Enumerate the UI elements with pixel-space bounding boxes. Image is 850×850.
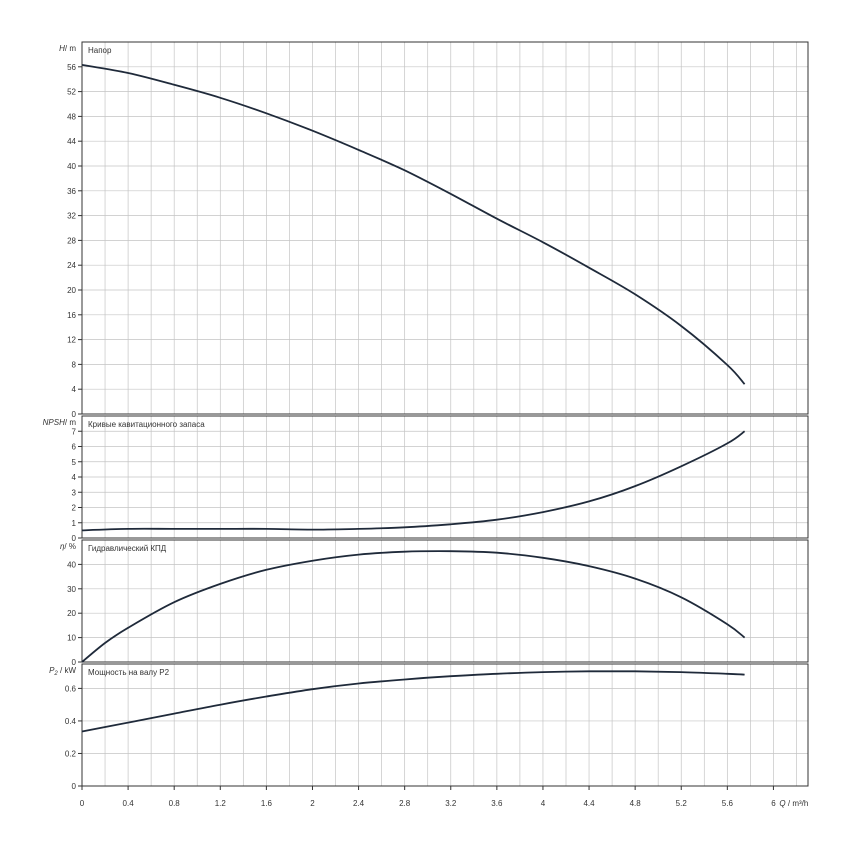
x-tick-label: 1.6 bbox=[261, 799, 273, 808]
y-tick-label: 36 bbox=[67, 187, 76, 196]
x-tick-label: 2.8 bbox=[399, 799, 411, 808]
y-axis-label: NPSH/ m bbox=[43, 418, 77, 427]
y-tick-label: 0.4 bbox=[65, 717, 77, 726]
y-axis-subscript: 2 bbox=[53, 671, 58, 677]
y-tick-label: 16 bbox=[67, 311, 76, 320]
x-tick-label: 6 bbox=[771, 799, 776, 808]
x-tick-label: 4.4 bbox=[583, 799, 595, 808]
x-axis: 0 0.4 0.8 1.2 1.6 2 2.4 2.8 3.2 3.6 4 4.4 4.8 5.2 5.6 6… bbox=[80, 786, 808, 808]
x-axis-symbol: Q bbox=[779, 799, 785, 808]
y-tick-label: 4 bbox=[72, 385, 77, 394]
y-tick-label: 0 bbox=[72, 410, 77, 419]
y-axis-symbol: H bbox=[59, 44, 65, 53]
x-tick-label: 3.2 bbox=[445, 799, 457, 808]
y-tick-label: 6 bbox=[72, 443, 77, 452]
y-tick-label: 2 bbox=[72, 504, 77, 513]
x-tick-label: 0 bbox=[80, 799, 85, 808]
x-tick-label: 5.2 bbox=[676, 799, 688, 808]
panel-frame bbox=[81, 539, 809, 663]
x-tick-label: 1.2 bbox=[215, 799, 227, 808]
x-tick-label: 2.4 bbox=[353, 799, 365, 808]
y-tick-label: 0.2 bbox=[65, 749, 77, 758]
y-tick-label: 24 bbox=[67, 261, 76, 270]
y-axis-symbol: P bbox=[49, 666, 55, 675]
y-tick-label: 7 bbox=[72, 427, 77, 436]
y-axis-symbol: η bbox=[60, 542, 65, 551]
series-line bbox=[81, 64, 746, 385]
panel-title: Напор bbox=[88, 46, 112, 55]
x-tick-label: 0.8 bbox=[169, 799, 181, 808]
y-tick-label: 0 bbox=[72, 658, 77, 667]
x-tick-label: 0.4 bbox=[123, 799, 135, 808]
y-tick-label: 8 bbox=[72, 360, 77, 369]
x-axis-label: Q / m³/h bbox=[779, 799, 808, 808]
x-tick-label: 5.6 bbox=[722, 799, 734, 808]
y-tick-label: 20 bbox=[67, 286, 76, 295]
y-tick-label: 40 bbox=[67, 162, 76, 171]
panel-frame bbox=[81, 415, 809, 539]
y-tick-label: 28 bbox=[67, 236, 76, 245]
y-axis-unit: m bbox=[69, 418, 76, 427]
y-axis-symbol: NPSH bbox=[43, 418, 65, 427]
y-tick-label: 5 bbox=[72, 458, 77, 467]
panel-title: Кривые кавитационного запаса bbox=[88, 420, 205, 429]
x-axis-separator: / bbox=[786, 799, 793, 808]
y-tick-label: 0 bbox=[72, 782, 77, 791]
y-axis-unit: m bbox=[69, 44, 76, 53]
y-tick-label: 44 bbox=[67, 137, 76, 146]
x-tick-label: 4 bbox=[541, 799, 546, 808]
y-axis-label: H/ m bbox=[59, 44, 76, 53]
y-axis-separator: / bbox=[65, 418, 69, 427]
y-axis-separator: / bbox=[58, 666, 65, 675]
y-axis-separator: / bbox=[65, 44, 69, 53]
y-tick-label: 12 bbox=[67, 336, 76, 345]
y-tick-label: 0 bbox=[72, 534, 77, 543]
y-tick-label: 40 bbox=[67, 560, 76, 569]
y-tick-label: 48 bbox=[67, 112, 76, 121]
x-axis-unit: m³/h bbox=[792, 799, 808, 808]
series-line bbox=[81, 550, 746, 663]
panel-frame bbox=[81, 663, 809, 787]
x-tick-label: 4.8 bbox=[630, 799, 642, 808]
y-tick-label: 32 bbox=[67, 212, 76, 221]
series-line bbox=[81, 670, 745, 733]
y-tick-label: 10 bbox=[67, 634, 76, 643]
x-tick-label: 3.6 bbox=[491, 799, 503, 808]
y-axis-label: η/ % bbox=[60, 542, 76, 551]
y-tick-label: 30 bbox=[67, 585, 76, 594]
series-line bbox=[81, 430, 746, 532]
y-tick-label: 3 bbox=[72, 488, 77, 497]
y-axis-label: P2 / kW bbox=[49, 666, 76, 677]
panel-title: Гидравлический КПД bbox=[88, 544, 167, 553]
y-tick-label: 1 bbox=[72, 519, 77, 528]
y-tick-label: 4 bbox=[72, 473, 77, 482]
y-tick-label: 0.6 bbox=[65, 684, 77, 693]
panel-title: Мощность на валу P2 bbox=[88, 668, 170, 677]
y-axis-unit: % bbox=[69, 542, 76, 551]
y-tick-label: 56 bbox=[67, 63, 76, 72]
y-axis-unit: kW bbox=[64, 666, 76, 675]
y-tick-label: 20 bbox=[67, 609, 76, 618]
panel-frame bbox=[81, 41, 809, 415]
y-axis-separator: / bbox=[64, 542, 68, 551]
panel-4: 0 0.2 0.4 0.6 P2 / kW Мощность на валу P2 bbox=[49, 663, 809, 791]
y-tick-label: 52 bbox=[67, 88, 76, 97]
x-tick-label: 2 bbox=[310, 799, 315, 808]
